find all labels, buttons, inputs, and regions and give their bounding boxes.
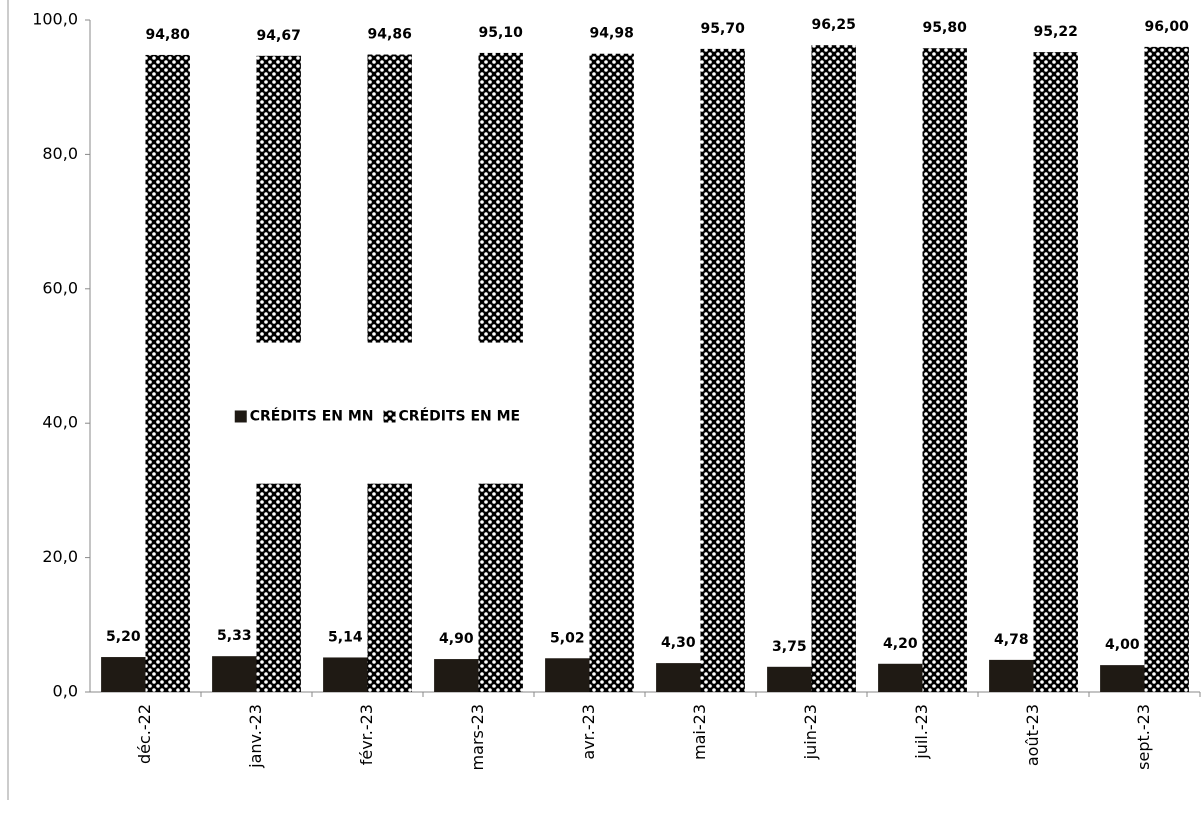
y-tick-label: 100,0 [32,10,78,29]
bar [589,53,634,693]
bar [323,657,368,692]
x-tick-label: août-23 [1023,704,1042,766]
x-tick-label: mars-23 [468,704,487,770]
x-tick-label: janv.-23 [246,704,265,769]
legend-swatch [383,410,396,423]
bar [656,663,701,692]
data-label: 95,22 [1034,24,1078,40]
data-label: 95,10 [479,25,524,41]
data-label: 4,90 [439,631,474,647]
data-label: 96,00 [1145,19,1190,35]
bar [1033,52,1078,693]
bar [101,657,146,692]
x-tick-label: févr.-23 [357,704,376,765]
bar [1100,665,1145,692]
data-label: 5,20 [106,629,141,645]
bar [212,656,257,692]
y-tick-label: 80,0 [42,144,78,163]
bar [878,663,923,692]
x-tick-label: mai-23 [690,704,709,760]
legend-label: CRÉDITS EN MN [250,407,374,424]
bar [145,54,190,693]
data-label: 4,00 [1105,637,1140,653]
bar [434,659,479,692]
data-label: 95,70 [701,21,746,37]
data-label: 94,86 [368,27,412,43]
bar [811,45,856,692]
data-label: 95,80 [923,20,968,36]
legend-label: CRÉDITS EN ME [399,407,521,424]
data-label: 94,67 [257,28,301,44]
x-tick-label: juin-23 [801,704,820,760]
data-label: 4,30 [661,635,696,651]
y-tick-label: 0,0 [53,682,78,701]
x-tick-label: juil.-23 [912,704,931,760]
data-label: 4,78 [994,632,1029,648]
bar [989,659,1034,692]
bar [545,658,590,692]
x-tick-label: déc.-22 [135,704,154,764]
data-label: 5,02 [550,630,585,646]
bar [922,48,967,692]
data-label: 5,14 [328,629,363,645]
x-tick-label: sept.-23 [1134,704,1153,770]
y-tick-label: 40,0 [42,413,78,432]
bar [700,48,745,693]
data-label: 96,25 [812,17,856,33]
x-tick-label: avr.-23 [579,704,598,760]
data-label: 3,75 [772,639,807,655]
legend-swatch [234,410,247,423]
data-label: 94,98 [590,26,634,42]
data-label: 4,20 [883,636,918,652]
legend: CRÉDITS EN MN CRÉDITS EN ME [218,342,558,484]
y-tick-label: 20,0 [42,547,78,566]
bar [1144,46,1189,692]
data-label: 94,80 [146,27,191,43]
y-tick-label: 60,0 [42,278,78,297]
bar [767,666,812,692]
data-label: 5,33 [217,628,252,644]
